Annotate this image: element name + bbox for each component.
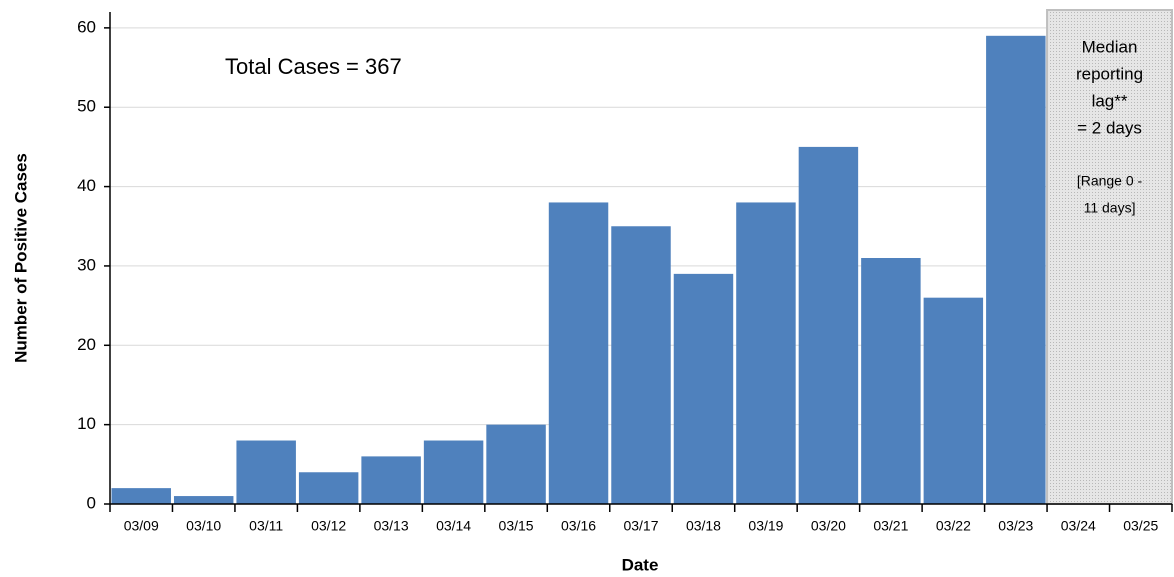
bar xyxy=(236,440,296,504)
x-tick-label: 03/14 xyxy=(436,518,471,534)
x-tick-label: 03/17 xyxy=(623,518,658,534)
y-tick-label: 60 xyxy=(77,17,96,36)
bar xyxy=(361,456,421,504)
x-tick-label: 03/18 xyxy=(686,518,721,534)
bar xyxy=(611,226,671,505)
x-tick-label: 03/24 xyxy=(1061,518,1096,534)
bar xyxy=(798,146,859,504)
lag-note: lag** xyxy=(1092,91,1128,110)
bar xyxy=(486,424,546,504)
x-tick-label: 03/20 xyxy=(811,518,846,534)
range-note: 11 days] xyxy=(1084,200,1136,216)
x-tick-label: 03/12 xyxy=(311,518,346,534)
x-tick-label: 03/09 xyxy=(124,518,159,534)
x-tick-label: 03/23 xyxy=(998,518,1033,534)
x-tick-label: 03/21 xyxy=(873,518,908,534)
y-tick-label: 20 xyxy=(77,335,96,354)
x-axis-title: Date xyxy=(622,555,659,574)
bar xyxy=(298,472,359,504)
y-tick-label: 40 xyxy=(77,176,96,195)
reporting-lag-region xyxy=(1046,9,1174,505)
total-annotation: Total Cases = 367 xyxy=(225,54,402,79)
x-tick-label: 03/16 xyxy=(561,518,596,534)
bar xyxy=(986,35,1046,504)
bar xyxy=(423,440,484,504)
bar xyxy=(861,258,921,504)
y-tick-label: 10 xyxy=(77,414,96,433)
x-tick-label: 03/11 xyxy=(249,518,283,534)
bar xyxy=(673,273,734,504)
y-tick-label: 0 xyxy=(87,493,96,512)
bar xyxy=(736,202,796,505)
x-tick-label: 03/13 xyxy=(374,518,409,534)
y-tick-label: 30 xyxy=(77,255,96,274)
range-note: [Range 0 - xyxy=(1077,173,1143,189)
lag-note: = 2 days xyxy=(1077,118,1142,137)
lag-note: reporting xyxy=(1076,64,1143,83)
x-tick-label: 03/10 xyxy=(186,518,221,534)
y-axis-title: Number of Positive Cases xyxy=(11,153,30,363)
bar xyxy=(111,488,171,504)
bar xyxy=(923,297,984,504)
lag-note: Median xyxy=(1082,37,1138,56)
x-tick-label: 03/15 xyxy=(499,518,534,534)
bar xyxy=(173,496,234,504)
bar xyxy=(548,202,609,505)
x-tick-label: 03/19 xyxy=(748,518,783,534)
x-tick-label: 03/25 xyxy=(1123,518,1158,534)
x-tick-label: 03/22 xyxy=(936,518,971,534)
y-tick-label: 50 xyxy=(77,97,96,116)
